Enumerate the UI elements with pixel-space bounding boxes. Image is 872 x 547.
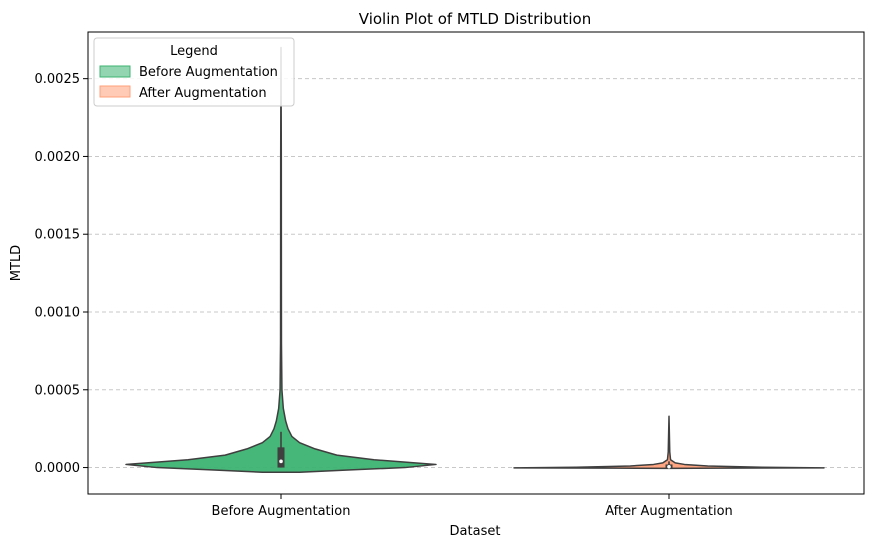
y-tick-label: 0.0020: [35, 150, 81, 165]
legend-label-after: After Augmentation: [139, 86, 267, 101]
x-axis: Before Augmentation After Augmentation: [212, 494, 733, 519]
violin-median: [667, 464, 671, 469]
x-tick-label: Before Augmentation: [212, 504, 351, 519]
x-tick-label: After Augmentation: [605, 504, 733, 519]
legend-swatch-after: [99, 85, 131, 98]
y-axis: 0.0000 0.0005 0.0010 0.0015 0.0020 0.0025: [35, 72, 88, 476]
legend: Legend Before Augmentation After Augment…: [93, 37, 295, 107]
legend-label-before: Before Augmentation: [139, 65, 278, 80]
y-tick-label: 0.0010: [35, 306, 81, 321]
violin-body: [513, 415, 825, 470]
y-tick-label: 0.0015: [35, 228, 81, 243]
x-axis-label: Dataset: [450, 524, 501, 539]
violin-box: [277, 447, 285, 468]
y-tick-label: 0.0000: [35, 461, 81, 476]
plot-area-frame: [87, 31, 865, 495]
violin-median: [279, 459, 283, 464]
legend-swatch-before: [99, 65, 131, 78]
legend-box: [93, 37, 295, 107]
chart-title: Violin Plot of MTLD Distribution: [359, 10, 591, 28]
y-tick-label: 0.0005: [35, 383, 81, 398]
y-tick-label: 0.0025: [35, 72, 81, 87]
y-axis-label: MTLD: [9, 245, 24, 281]
legend-title: Legend: [170, 44, 218, 59]
